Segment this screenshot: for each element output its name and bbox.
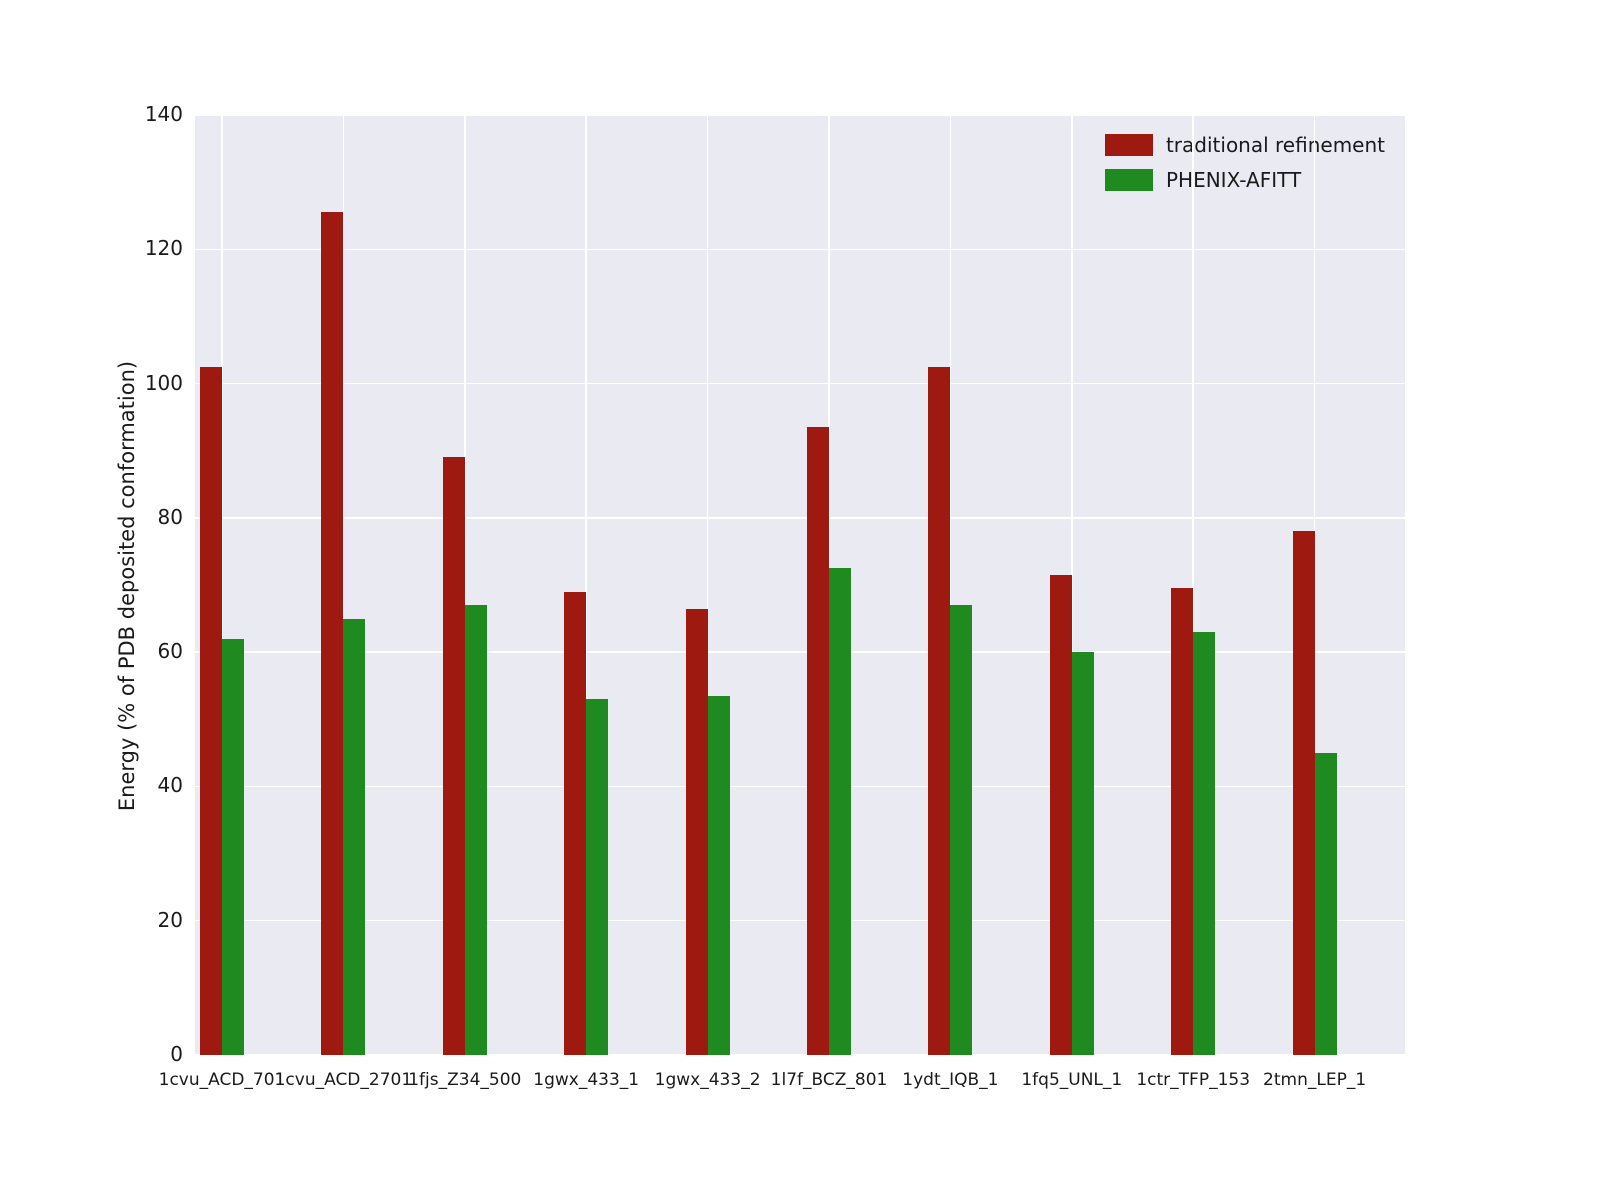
gridline-horizontal — [195, 785, 1405, 788]
x-tick-label: 1fjs_Z34_500 — [408, 1070, 522, 1090]
gridline-vertical — [706, 115, 709, 1055]
gridline-horizontal — [195, 919, 1405, 922]
bar-traditional-refinement — [1292, 531, 1315, 1055]
gridline-horizontal — [195, 651, 1405, 653]
gridline-vertical — [464, 115, 466, 1055]
legend-swatch-phenix-afitt — [1104, 169, 1153, 191]
bar-phenix-afitt — [1193, 632, 1216, 1055]
y-tick-label: 120 — [144, 236, 183, 261]
bar-phenix-afitt — [829, 568, 851, 1055]
bar-traditional-refinement — [200, 366, 222, 1055]
bar-phenix-afitt — [950, 605, 973, 1055]
y-tick-label: 40 — [157, 773, 183, 798]
gridline-horizontal — [195, 382, 1405, 385]
legend-swatch-traditional-refinement — [1104, 134, 1153, 156]
y-axis-label: Energy (% of PDB deposited conformation) — [115, 360, 139, 812]
plot-area: traditional refinement PHENIX-AFITT — [195, 114, 1405, 1056]
x-tick-label: 1l7f_BCZ_801 — [770, 1070, 888, 1090]
gridline-vertical — [949, 115, 952, 1055]
bar-traditional-refinement — [928, 366, 951, 1055]
gridline-vertical — [221, 115, 223, 1055]
bar-traditional-refinement — [564, 591, 587, 1055]
bar-traditional-refinement — [1049, 574, 1072, 1055]
x-tick-label: 1ctr_TFP_153 — [1136, 1070, 1251, 1090]
y-tick-label: 60 — [157, 639, 183, 664]
bar-traditional-refinement — [807, 427, 829, 1055]
bar-phenix-afitt — [1071, 652, 1094, 1055]
gridline-horizontal — [195, 114, 1405, 116]
bar-phenix-afitt — [586, 699, 609, 1055]
y-tick-label: 20 — [157, 907, 183, 932]
bar-phenix-afitt — [464, 605, 487, 1055]
x-tick-label: 1gwx_433_1 — [533, 1070, 640, 1090]
bar-traditional-refinement — [442, 457, 465, 1055]
x-tick-label: 1fq5_UNL_1 — [1021, 1070, 1123, 1090]
y-tick-label: 100 — [144, 370, 183, 395]
gridline-vertical — [1071, 115, 1073, 1055]
legend-label: PHENIX-AFITT — [1165, 168, 1302, 192]
bar-traditional-refinement — [685, 608, 708, 1055]
gridline-vertical — [1313, 115, 1316, 1055]
gridline-vertical — [585, 115, 587, 1055]
x-tick-label: 1cvu_ACD_2701 — [274, 1070, 413, 1090]
bar-traditional-refinement — [1171, 588, 1194, 1055]
bar-phenix-afitt — [707, 695, 730, 1055]
y-tick-label: 0 — [170, 1042, 183, 1066]
x-tick-label: 1ydt_IQB_1 — [902, 1070, 999, 1090]
y-tick-label: 140 — [144, 102, 183, 126]
bar-traditional-refinement — [321, 212, 344, 1055]
gridline-vertical — [342, 115, 345, 1055]
x-tick-label: 1cvu_ACD_701 — [158, 1070, 286, 1090]
bar-phenix-afitt — [1314, 752, 1337, 1055]
bar-phenix-afitt — [222, 638, 244, 1055]
gridline-horizontal — [195, 1054, 1405, 1056]
y-tick-label: 80 — [157, 504, 183, 529]
legend-row: PHENIX-AFITT — [1104, 168, 1385, 192]
gridline-vertical — [1192, 115, 1194, 1055]
legend: traditional refinement PHENIX-AFITT — [1104, 133, 1385, 192]
legend-label: traditional refinement — [1165, 133, 1385, 157]
bar-phenix-afitt — [343, 618, 366, 1055]
gridline-horizontal — [195, 248, 1405, 251]
x-tick-label: 1gwx_433_2 — [654, 1070, 761, 1090]
legend-row: traditional refinement — [1104, 133, 1385, 157]
x-tick-label: 2tmn_LEP_1 — [1263, 1070, 1367, 1090]
gridline-horizontal — [195, 517, 1405, 519]
